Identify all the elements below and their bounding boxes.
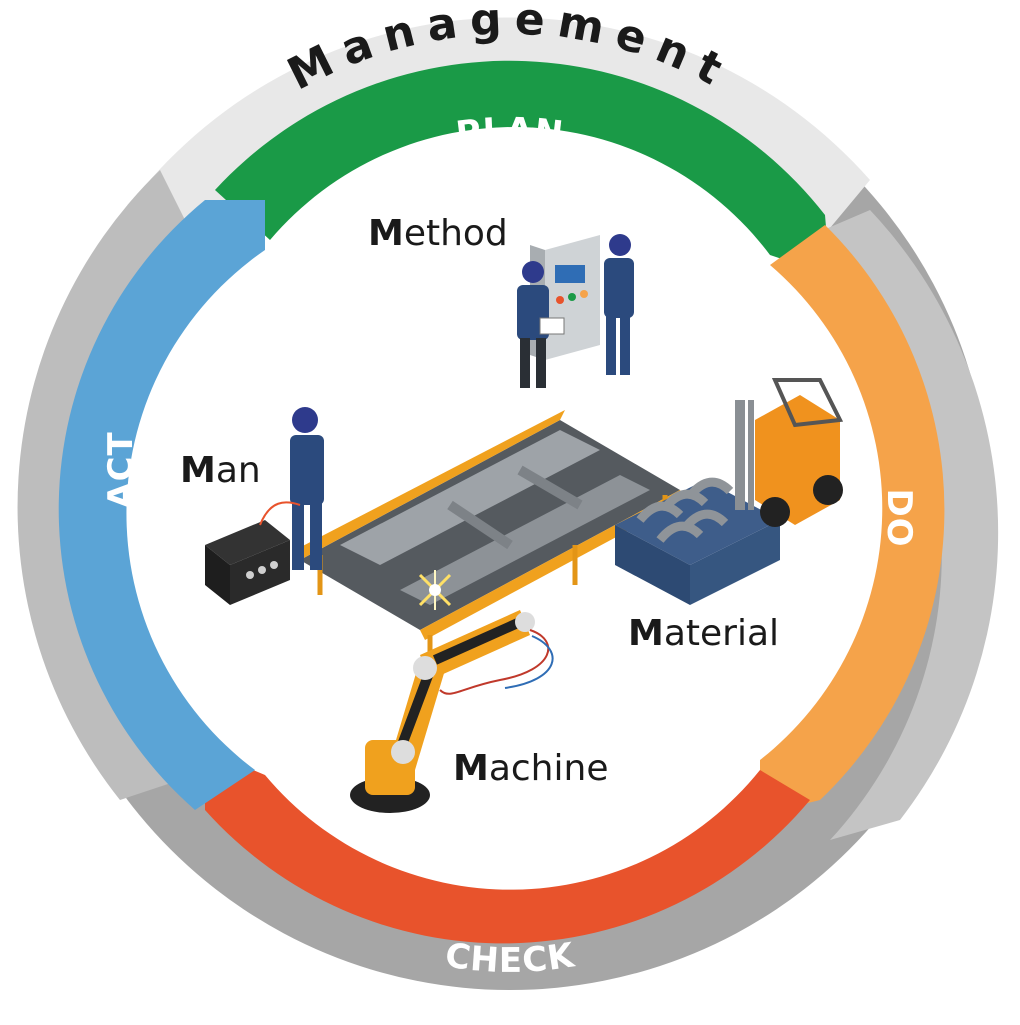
robot-joint	[391, 740, 415, 764]
man-scene	[205, 407, 324, 605]
machine-scene	[350, 610, 554, 813]
method-label: Method	[368, 213, 508, 254]
control-button	[556, 296, 564, 304]
control-screen	[555, 265, 585, 283]
worker-leg	[520, 338, 530, 388]
worker-body	[604, 258, 634, 318]
assembly-table	[295, 410, 685, 675]
welder-helmet	[292, 407, 318, 433]
do-arc	[760, 225, 945, 815]
worker-leg	[536, 338, 546, 388]
chassis-rail	[340, 430, 600, 565]
chassis-crossbar	[517, 465, 583, 510]
factory-illustration	[205, 234, 844, 813]
welder-body	[290, 435, 324, 505]
check-label: CHECK	[443, 935, 579, 981]
crate-front	[690, 520, 780, 605]
act-arc	[58, 200, 265, 810]
robot-cable	[504, 635, 554, 689]
machine-dial	[270, 561, 278, 569]
worker-helmet	[522, 261, 544, 283]
control-button	[568, 293, 576, 301]
forklift-wheel	[813, 475, 843, 505]
table-top	[300, 420, 680, 630]
welder-leg	[292, 500, 304, 570]
material-scene	[615, 378, 844, 605]
welding-machine-top	[205, 520, 290, 565]
welder-leg	[310, 500, 322, 570]
man-label: Man	[180, 450, 261, 491]
forklift-wheel	[760, 497, 790, 527]
management-ring-arrow-right	[800, 210, 999, 840]
check-arc	[205, 750, 810, 944]
management-ring-arrow-left	[17, 170, 200, 800]
robot-cable	[439, 629, 550, 695]
welding-cable	[259, 501, 301, 526]
plan-arc	[215, 60, 830, 275]
control-button	[580, 290, 588, 298]
material-label: Material	[628, 613, 779, 654]
robot-strut	[432, 617, 523, 665]
chassis-rail	[400, 475, 650, 605]
crate-side	[615, 525, 690, 605]
chassis-crossbar	[447, 500, 513, 550]
parts-pile	[636, 477, 734, 543]
machine-dial	[246, 571, 254, 579]
machine-dial	[258, 566, 266, 574]
table-rail-back	[295, 410, 565, 560]
forklift-cage	[771, 378, 844, 428]
robot-joint	[413, 656, 437, 680]
weld-spark-icon	[418, 570, 452, 610]
clipboard-icon	[539, 317, 565, 335]
do-label: DO	[879, 488, 919, 547]
management-ring-highlight	[150, 17, 870, 241]
forklift-mast	[735, 400, 745, 510]
plan-label: PLAN	[454, 110, 566, 154]
act-label: ACT	[101, 431, 141, 508]
worker-leg	[620, 315, 630, 375]
machine-label: Machine	[453, 748, 608, 789]
method-scene	[517, 234, 634, 388]
worker-helmet	[609, 234, 631, 256]
welding-machine-side	[205, 545, 230, 605]
robot-joint	[515, 612, 535, 632]
worker-leg	[606, 315, 616, 375]
forklift-mast	[748, 400, 754, 510]
